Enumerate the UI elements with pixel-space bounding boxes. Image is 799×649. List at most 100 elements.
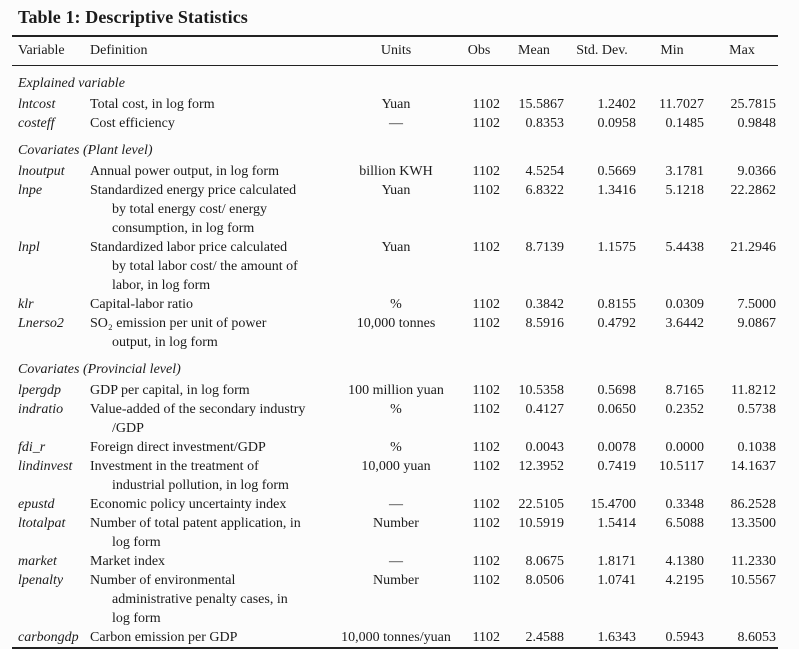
variable-cell: klr [18, 297, 34, 312]
std-cell: 0.8155 [597, 297, 637, 312]
units-cell: — [389, 554, 403, 569]
obs-cell: 1102 [472, 97, 500, 112]
definition-cell: Carbon emission per GDP [90, 628, 336, 648]
mean-cell: 10.5358 [518, 383, 565, 398]
max-cell: 7.5000 [737, 297, 777, 312]
std-cell: 1.0741 [597, 573, 637, 588]
min-cell: 0.2352 [665, 402, 705, 417]
units-cell: 100 million yuan [348, 383, 444, 398]
section-label: Covariates (Provincial level) [18, 362, 181, 377]
min-cell: 11.7027 [659, 97, 704, 112]
min-cell: 3.6442 [665, 316, 705, 331]
mean-cell: 12.3952 [518, 459, 565, 474]
variable-cell: epustd [18, 497, 55, 512]
units-cell: — [389, 116, 403, 131]
mean-cell: 0.3842 [525, 297, 565, 312]
definition-line: by total energy cost/ energy [112, 202, 267, 217]
mean-cell: 10.5919 [518, 516, 565, 531]
min-cell: 10.5117 [659, 459, 704, 474]
units-cell: 10,000 yuan [361, 459, 431, 474]
definition-line: SO₂ emission per unit of power [90, 316, 267, 331]
max-cell: 14.1637 [730, 459, 777, 474]
units-cell: Yuan [381, 183, 411, 198]
variable-cell: indratio [18, 402, 64, 417]
obs-cell: 1102 [472, 573, 500, 588]
definition-line: by total labor cost/ the amount of [112, 259, 298, 274]
variable-cell: fdi_r [18, 440, 46, 455]
definition-line: log form [112, 611, 161, 626]
definition-line: Standardized energy price calculated [90, 183, 297, 198]
mean-cell: 15.5867 [518, 97, 565, 112]
units-cell: Yuan [381, 240, 411, 255]
table-row: lnpl Standardized labor price calculated b… [12, 238, 778, 295]
variable-cell: market [18, 554, 57, 569]
max-cell: 21.2946 [730, 240, 777, 255]
min-cell: 0.3348 [665, 497, 705, 512]
table-row: lnpe Standardized energy price calculated… [12, 181, 778, 238]
mean-cell: 0.4127 [525, 402, 565, 417]
units-cell: % [390, 440, 402, 455]
obs-cell: 1102 [472, 183, 500, 198]
max-cell: 25.7815 [730, 97, 777, 112]
section-row: Covariates (Provincial level) [12, 352, 778, 381]
obs-cell: 1102 [472, 316, 500, 331]
variable-cell: lpergdp [18, 383, 62, 398]
mean-cell: 0.8353 [525, 116, 565, 131]
definition-line: Cost efficiency [90, 116, 175, 131]
definition-cell: Number of environmental administrative pe… [90, 571, 336, 628]
definition-line: Annual power output, in log form [90, 164, 279, 179]
units-cell: Yuan [381, 97, 411, 112]
variable-cell: carbongdp [18, 630, 79, 645]
std-cell: 1.6343 [597, 630, 637, 645]
min-cell: 5.4438 [665, 240, 705, 255]
definition-cell: Cost efficiency [90, 114, 336, 133]
obs-cell: 1102 [472, 164, 500, 179]
mean-cell: 8.0506 [525, 573, 565, 588]
obs-cell: 1102 [472, 116, 500, 131]
std-cell: 1.1575 [597, 240, 637, 255]
definition-line: Carbon emission per GDP [90, 630, 238, 645]
definition-cell: Annual power output, in log form [90, 162, 336, 181]
std-cell: 1.8171 [597, 554, 637, 569]
obs-cell: 1102 [472, 459, 500, 474]
definition-line: Capital-labor ratio [90, 297, 194, 312]
table-row: lindinvest Investment in the treatment of… [12, 457, 778, 495]
definition-cell: SO₂ emission per unit of power output, in… [90, 314, 336, 352]
min-cell: 8.7165 [665, 383, 705, 398]
max-cell: 0.5738 [737, 402, 777, 417]
table-title: Table 1: Descriptive Statistics [18, 7, 248, 27]
definition-cell: Foreign direct investment/GDP [90, 438, 336, 457]
max-cell: 13.3500 [730, 516, 777, 531]
variable-cell: lpenalty [18, 573, 64, 588]
table-row: ltotalpat Number of total patent applicat… [12, 514, 778, 552]
table-row: market Market index — 1102 8.0675 1.8171 4.138… [12, 552, 778, 571]
units-cell: 10,000 tonnes [356, 316, 436, 331]
obs-cell: 1102 [472, 240, 500, 255]
std-cell: 15.4700 [590, 497, 637, 512]
min-cell: 0.1485 [665, 116, 705, 131]
units-cell: 10,000 tonnes/yuan [341, 630, 451, 645]
obs-cell: 1102 [472, 554, 500, 569]
obs-cell: 1102 [472, 497, 500, 512]
definition-line: Foreign direct investment/GDP [90, 440, 266, 455]
min-cell: 3.1781 [665, 164, 705, 179]
min-cell: 4.2195 [665, 573, 705, 588]
variable-cell: lnpl [18, 240, 40, 255]
section-label: Covariates (Plant level) [18, 143, 153, 158]
definition-line: Investment in the treatment of [90, 459, 259, 474]
units-cell: Number [373, 516, 419, 531]
min-cell: 6.5088 [665, 516, 705, 531]
definition-line: Market index [90, 554, 166, 569]
column-header-std-dev: Std. Dev. [566, 36, 638, 66]
definition-line: Standardized labor price calculated [90, 240, 288, 255]
min-cell: 0.0000 [665, 440, 705, 455]
table-row: lpergdp GDP per capital, in log form 100 m… [12, 381, 778, 400]
units-cell: — [389, 497, 403, 512]
mean-cell: 22.5105 [518, 497, 565, 512]
definition-cell: Capital-labor ratio [90, 295, 336, 314]
mean-cell: 4.5254 [525, 164, 565, 179]
header-row: Variable Definition Units Obs Mean Std. Dev. M… [12, 36, 778, 66]
mean-cell: 0.0043 [525, 440, 565, 455]
obs-cell: 1102 [472, 516, 500, 531]
min-cell: 4.1380 [665, 554, 705, 569]
